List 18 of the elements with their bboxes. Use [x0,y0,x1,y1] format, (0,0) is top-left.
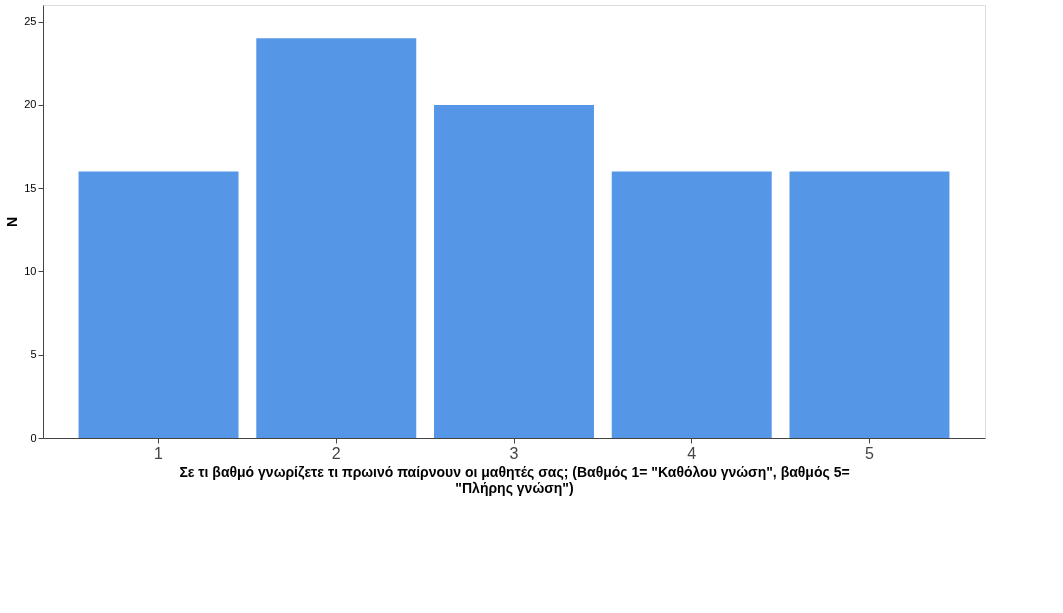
y-tick-label: 5 [30,348,37,361]
y-tick-label: 15 [24,181,37,194]
x-tick-label: 4 [687,444,697,462]
bar [256,38,417,438]
y-tick-label: 10 [24,264,37,277]
x-axis-title: Σε τι βαθμό γνωρίζετε τι πρωινό παίρνουν οι μαθητές σας; (Βαθμός 1= "Καθόλου γνώση", βαθμός 5= "Πλήρης γνώση") [179,463,850,496]
y-axis-title: N [4,216,21,228]
x-tick-label: 2 [331,444,341,462]
y-tick-label: 0 [30,431,37,444]
bar [434,104,594,438]
x-tick-label: 1 [154,444,164,462]
bar [611,171,772,438]
x-tick-label: 5 [865,444,875,462]
x-tick-label: 3 [509,444,519,462]
bar [789,171,950,438]
y-tick-label: 20 [24,98,37,111]
bar [78,171,239,438]
y-tick-label: 25 [24,15,37,28]
